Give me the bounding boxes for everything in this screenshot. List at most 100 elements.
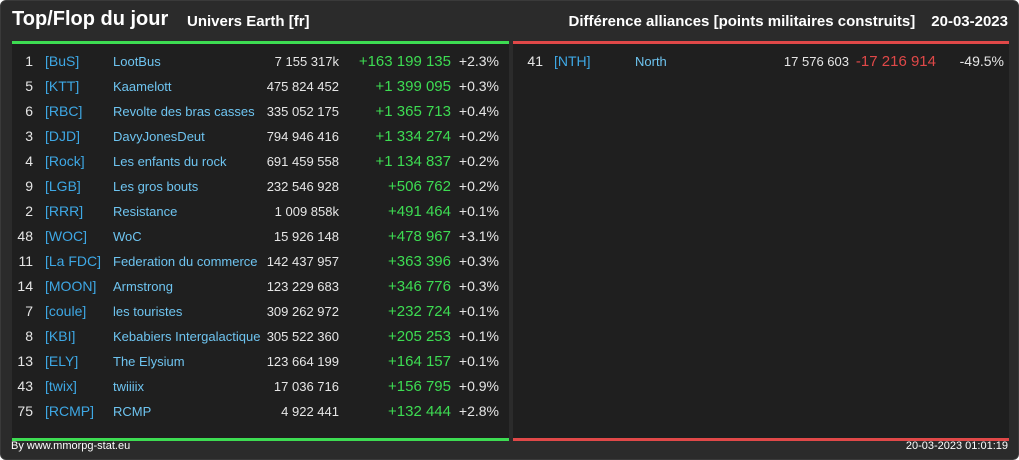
rank-cell: 13 [17, 353, 33, 369]
rank-cell: 9 [25, 178, 33, 194]
name-cell: Les enfants du rock [113, 154, 227, 169]
percent-cell: +0.9% [458, 378, 499, 394]
universe-label: Univers Earth [fr] [187, 13, 310, 30]
points-cell: 142 437 957 [266, 254, 339, 269]
name-cell: The Elysium [113, 354, 185, 369]
footer-timestamp: 20-03-2023 01:01:19 [905, 440, 1008, 452]
delta-cell: +491 464 [388, 203, 451, 220]
alliance-row: 43 [twix] twiiiix 17 036 716 +156 795 +0.9% [12, 374, 509, 399]
points-cell: 309 262 972 [266, 304, 339, 319]
delta-cell: +346 776 [388, 278, 451, 295]
points-cell: 691 459 558 [266, 154, 339, 169]
rank-cell: 14 [17, 278, 33, 294]
percent-cell: +0.1% [458, 203, 499, 219]
tag-cell: [twix] [45, 378, 77, 394]
name-cell: LootBus [113, 54, 161, 69]
alliance-row: 75 [RCMP] RCMP 4 922 441 +132 444 +2.8% [12, 399, 509, 424]
name-cell: Revolte des bras casses [113, 104, 255, 119]
name-cell: Federation du commerce [113, 254, 258, 269]
percent-cell: +0.3% [458, 253, 499, 269]
points-cell: 475 824 452 [266, 79, 339, 94]
tag-cell: [WOC] [45, 228, 87, 244]
delta-cell: +163 199 135 [358, 53, 451, 70]
alliance-row: 5 [KTT] Kaamelott 475 824 452 +1 399 095 +0.3… [12, 74, 509, 99]
rank-cell: 4 [25, 153, 33, 169]
rank-cell: 11 [18, 253, 33, 269]
alliance-row: 9 [LGB] Les gros bouts 232 546 928 +506 762 +… [12, 174, 509, 199]
category-label: Différence alliances [points militaires … [568, 13, 916, 30]
points-cell: 305 522 360 [266, 329, 339, 344]
alliance-row: 48 [WOC] WoC 15 926 148 +478 967 +3.1% [12, 224, 509, 249]
rank-cell: 75 [17, 403, 33, 419]
alliance-row: 6 [RBC] Revolte des bras casses 335 052 175… [12, 99, 509, 124]
points-cell: 232 546 928 [266, 179, 339, 194]
name-cell: Kaamelott [113, 79, 172, 94]
alliance-row: 1 [BuS] LootBus 7 155 317k +163 199 135 +2.3% [12, 49, 509, 74]
name-cell: twiiiix [113, 379, 145, 394]
percent-cell: +0.3% [458, 78, 499, 94]
rank-cell: 41 [527, 53, 543, 69]
percent-cell: +2.8% [458, 403, 499, 419]
top-losers-panel: 41 [NTH] North 17 576 603 -17 216 914 -49.5% [513, 41, 1009, 441]
points-cell: 123 664 199 [266, 354, 339, 369]
points-cell: 335 052 175 [266, 104, 339, 119]
rank-cell: 5 [25, 78, 33, 94]
alliance-row: 8 [KBI] Kebabiers Intergalactique 305 522 3… [12, 324, 509, 349]
name-cell: WoC [113, 229, 142, 244]
points-cell: 4 922 441 [281, 404, 339, 419]
alliance-row: 11 [La FDC] Federation du commerce 142 437 … [12, 249, 509, 274]
tag-cell: [RCMP] [45, 403, 94, 419]
rank-cell: 6 [25, 103, 33, 119]
tag-cell: [KBI] [45, 328, 76, 344]
percent-cell: +0.2% [458, 178, 499, 194]
delta-cell: +1 399 095 [375, 78, 452, 95]
tag-cell: [DJD] [45, 128, 80, 144]
name-cell: Resistance [113, 204, 178, 219]
tag-cell: [NTH] [554, 53, 591, 69]
top-gainers-panel: 1 [BuS] LootBus 7 155 317k +163 199 135 +2.3%… [12, 41, 509, 441]
delta-cell: -17 216 914 [855, 53, 936, 70]
percent-cell: +0.1% [458, 328, 499, 344]
rank-cell: 48 [17, 228, 33, 244]
rank-cell: 1 [25, 53, 33, 69]
percent-cell: +2.3% [458, 53, 499, 69]
delta-cell: +1 365 713 [375, 103, 452, 120]
date-label: 20-03-2023 [931, 13, 1008, 30]
points-cell: 17 036 716 [273, 379, 339, 394]
delta-cell: +156 795 [388, 378, 451, 395]
rank-cell: 7 [25, 303, 33, 319]
name-cell: RCMP [113, 404, 152, 419]
name-cell: Kebabiers Intergalactique [113, 329, 261, 344]
rank-cell: 8 [25, 328, 33, 344]
points-cell: 7 155 317k [274, 54, 339, 69]
delta-cell: +1 334 274 [375, 128, 452, 145]
tag-cell: [LGB] [45, 178, 81, 194]
rank-cell: 3 [25, 128, 33, 144]
delta-cell: +363 396 [388, 253, 451, 270]
delta-cell: +132 444 [388, 403, 451, 420]
alliance-row: 4 [Rock] Les enfants du rock 691 459 558 +1 … [12, 149, 509, 174]
alliance-row: 41 [NTH] North 17 576 603 -17 216 914 -49.5% [513, 49, 1009, 74]
name-cell: North [635, 54, 667, 69]
percent-cell: +0.1% [458, 353, 499, 369]
delta-cell: +232 724 [388, 303, 451, 320]
points-cell: 1 009 858k [274, 204, 339, 219]
delta-cell: +1 134 837 [375, 153, 452, 170]
alliance-row: 3 [DJD] DavyJonesDeut 794 946 416 +1 334 274… [12, 124, 509, 149]
alliance-row: 2 [RRR] Resistance 1 009 858k +491 464 +0.1% [12, 199, 509, 224]
page-title: Top/Flop du jour [12, 8, 169, 30]
footer-source: By www.mmorpg-stat.eu [11, 440, 131, 452]
tag-cell: [ELY] [45, 353, 79, 369]
tag-cell: [MOON] [45, 278, 97, 294]
alliance-row: 14 [MOON] Armstrong 123 229 683 +346 776 +0.3… [12, 274, 509, 299]
delta-cell: +478 967 [388, 228, 451, 245]
name-cell: Les gros bouts [113, 179, 199, 194]
percent-cell: +3.1% [458, 228, 499, 244]
tag-cell: [coule] [45, 303, 87, 319]
name-cell: DavyJonesDeut [113, 129, 205, 144]
alliance-row: 13 [ELY] The Elysium 123 664 199 +164 157 +0.… [12, 349, 509, 374]
tag-cell: [RRR] [45, 203, 84, 219]
points-cell: 15 926 148 [273, 229, 339, 244]
tag-cell: [La FDC] [45, 253, 102, 269]
